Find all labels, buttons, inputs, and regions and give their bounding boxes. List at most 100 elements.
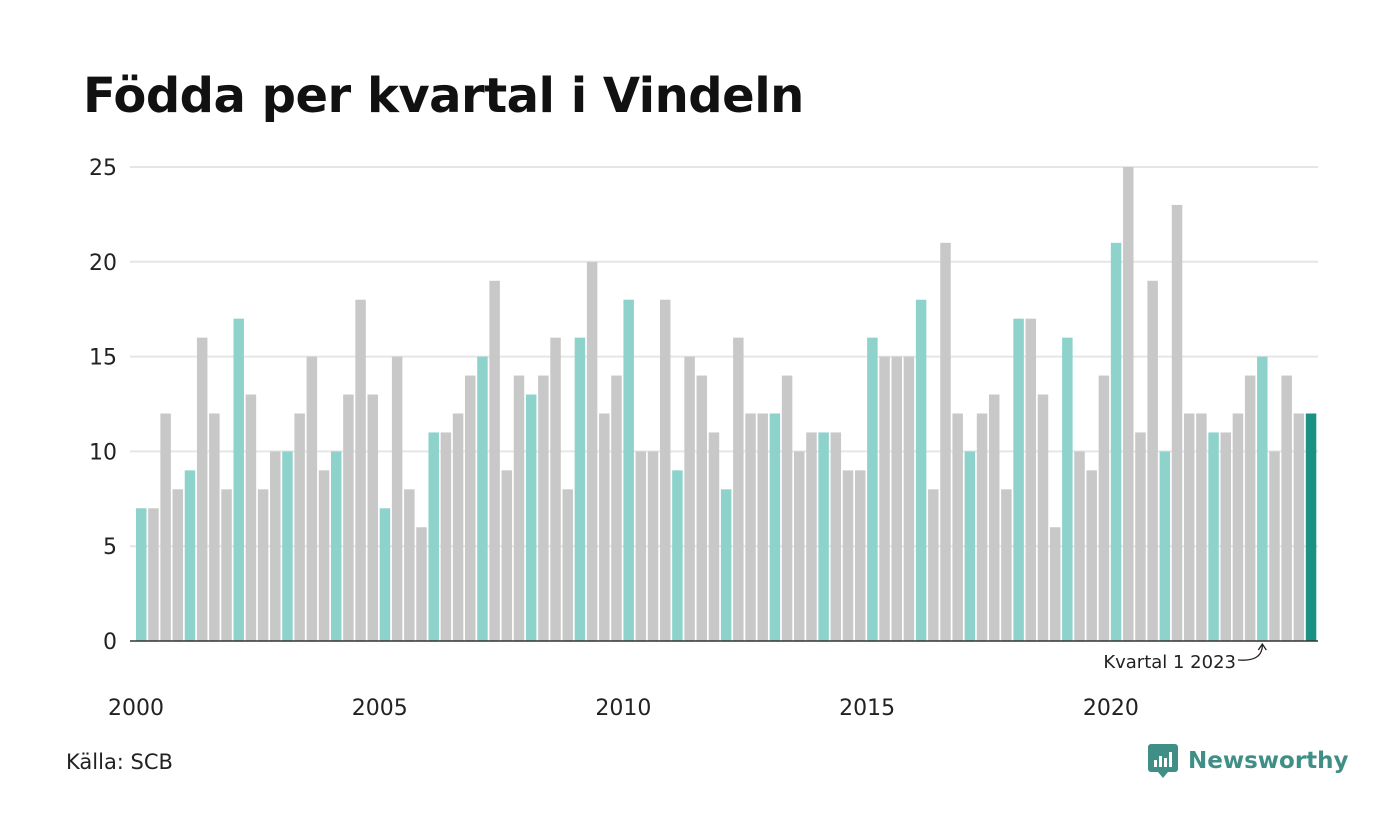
bar (1232, 413, 1244, 641)
bar (404, 489, 415, 641)
bar (806, 432, 817, 641)
bar (1074, 451, 1085, 641)
x-tick-label: 2010 (595, 696, 651, 721)
x-axis-ticks: 2000 2005 2010 2015 2020 (108, 696, 1139, 721)
bar (623, 299, 634, 641)
bar (830, 432, 842, 641)
y-tick-label: 25 (89, 156, 117, 181)
bar (1196, 413, 1207, 641)
bar (745, 413, 756, 641)
bar (720, 489, 732, 641)
bar (976, 413, 988, 641)
bar (599, 413, 610, 641)
bar (562, 489, 573, 641)
y-tick-label: 10 (89, 440, 117, 465)
bar (452, 413, 464, 641)
bar (257, 489, 269, 641)
chart-title: Födda per kvartal i Vindeln (83, 68, 804, 124)
bar (513, 375, 525, 641)
bar (1025, 318, 1037, 641)
y-tick-label: 15 (89, 346, 117, 371)
bar (318, 470, 330, 641)
bar (903, 356, 915, 641)
bar (1086, 470, 1097, 641)
x-tick-label: 2000 (108, 696, 164, 721)
y-tick-label: 5 (103, 535, 117, 560)
newsworthy-logo-icon (1148, 744, 1178, 778)
bar (501, 470, 513, 641)
bar (306, 356, 318, 641)
bar (879, 356, 890, 641)
bar (1098, 375, 1110, 641)
bar (428, 432, 439, 641)
annotation-label: Kvartal 1 2023 (1103, 652, 1236, 673)
bar (1293, 413, 1305, 641)
bar (1244, 375, 1256, 641)
bar (1208, 432, 1219, 641)
bar (647, 451, 659, 641)
bar (635, 451, 647, 641)
annotation: Kvartal 1 2023 (1103, 642, 1267, 673)
bar (659, 299, 671, 641)
x-tick-label: 2020 (1083, 696, 1139, 721)
annotation-arrow (1237, 642, 1267, 661)
bar (1049, 527, 1061, 641)
bar (367, 394, 379, 641)
bar (172, 489, 184, 641)
bar (940, 242, 951, 641)
bar (330, 451, 342, 641)
bar (245, 394, 257, 641)
bar (270, 451, 281, 641)
bar (928, 489, 939, 641)
bar (477, 356, 488, 641)
bar (160, 413, 171, 641)
bar (1123, 167, 1134, 641)
bar (854, 470, 866, 641)
bar (1135, 432, 1146, 641)
brand-logo: Newsworthy (1148, 744, 1349, 778)
bar (867, 337, 878, 641)
x-tick-label: 2005 (352, 696, 408, 721)
bar (1305, 413, 1317, 641)
bar (1037, 394, 1049, 641)
bar (148, 508, 159, 641)
bar (794, 451, 805, 641)
y-tick-label: 0 (103, 630, 117, 655)
bar (586, 261, 598, 641)
bar (1171, 204, 1183, 642)
bar (1062, 337, 1073, 641)
bar (379, 508, 391, 641)
bar (964, 451, 976, 641)
bar (684, 356, 695, 641)
bar (988, 394, 1000, 641)
source-label: Källa: SCB (66, 750, 173, 774)
bar (391, 356, 403, 641)
bar (769, 413, 781, 641)
bar (842, 470, 854, 641)
bar (1001, 489, 1012, 641)
bar (1110, 242, 1122, 641)
bar (525, 394, 537, 641)
bar (355, 299, 366, 641)
bar (611, 375, 622, 641)
bar (781, 375, 793, 641)
bar (1220, 432, 1232, 641)
bar (574, 337, 586, 641)
bar (136, 508, 147, 641)
bar (915, 299, 927, 641)
x-tick-label: 2015 (839, 696, 895, 721)
bar (196, 337, 208, 641)
y-tick-label: 20 (89, 251, 117, 276)
bar (440, 432, 452, 641)
bar (209, 413, 220, 641)
bar (550, 337, 561, 641)
bar (1281, 375, 1292, 641)
bar (343, 394, 354, 641)
bar (818, 432, 829, 641)
bar (1159, 451, 1171, 641)
bar (221, 489, 232, 641)
brand-name: Newsworthy (1188, 748, 1349, 774)
bar (1257, 356, 1268, 641)
bar (672, 470, 683, 641)
